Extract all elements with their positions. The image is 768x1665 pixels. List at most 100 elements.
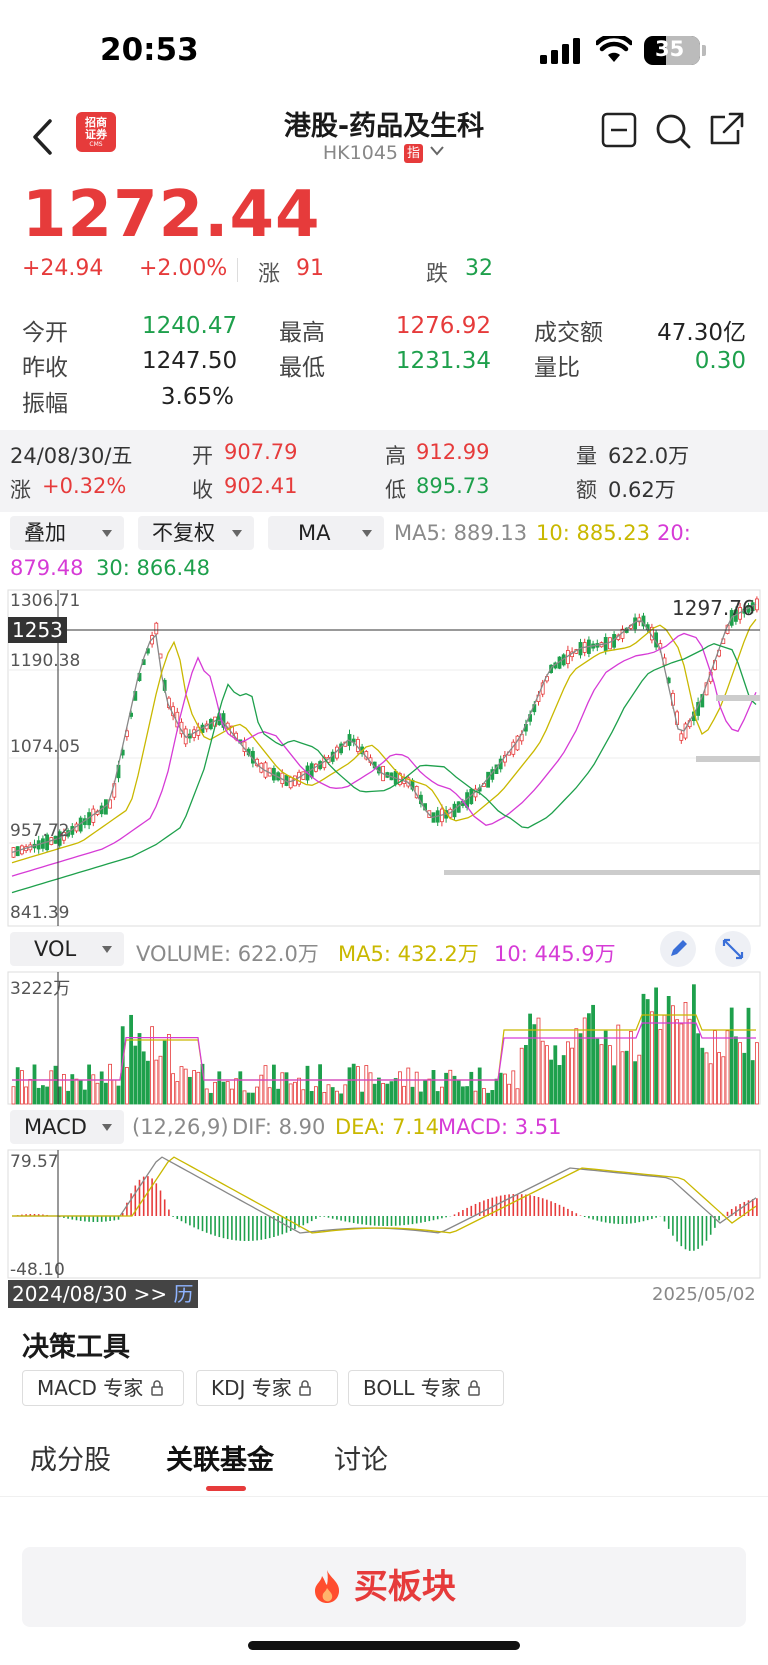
volume-bar <box>734 1036 738 1105</box>
price-change-pct: +2.00% <box>139 256 228 281</box>
volume-bar <box>549 1059 553 1105</box>
share-icon[interactable] <box>708 110 746 148</box>
volume-bar <box>179 1066 184 1105</box>
kline-vol-label: 量 <box>576 444 597 468</box>
lock-icon <box>150 1380 163 1396</box>
volume-bar <box>305 1065 310 1105</box>
volume-bar <box>633 1061 637 1105</box>
volume-bar <box>372 1083 377 1105</box>
kdj-expert-button[interactable]: KDJ 专家 <box>196 1370 338 1406</box>
high-label: 最高 <box>279 320 325 346</box>
kline-close-label: 收 <box>192 478 213 502</box>
adjust-dropdown[interactable]: 不复权 <box>138 516 254 550</box>
candlesticks <box>11 596 759 858</box>
volume-chart[interactable] <box>0 970 768 1106</box>
volume-bar <box>704 1052 709 1105</box>
date-history-button[interactable]: 2024/08/30 >> 历 <box>8 1280 198 1308</box>
macd-label: MACD <box>24 1115 87 1139</box>
volume-bar <box>410 1086 415 1105</box>
tab-related-funds[interactable]: 关联基金 <box>166 1445 274 1476</box>
volume-bar <box>351 1063 356 1105</box>
volume-bar <box>125 1067 129 1105</box>
lock-icon <box>468 1380 480 1396</box>
vol-label: VOL <box>34 937 77 961</box>
volume-bar <box>717 1052 721 1105</box>
price-chart[interactable] <box>0 588 768 930</box>
down-label: 跌 <box>426 262 449 287</box>
volume-bar <box>74 1078 79 1105</box>
history-link: 历 <box>173 1282 194 1306</box>
battery-icon: 35 <box>644 36 700 65</box>
boll-expert-label: BOLL 专家 <box>363 1376 461 1400</box>
volume-bar <box>700 1047 705 1105</box>
vol-dropdown[interactable]: VOL <box>10 932 124 966</box>
volume-bar <box>263 1065 268 1105</box>
nav-header: 招商 证券 CMS 港股-药品及生科 HK1045 指 <box>0 100 768 178</box>
boll-expert-button[interactable]: BOLL 专家 <box>348 1370 504 1406</box>
vol-ma5-value: MA5: 432.2万 <box>338 942 479 966</box>
volume-bar <box>486 1092 491 1105</box>
current-price: 1272.44 <box>22 178 321 252</box>
volume-bar <box>465 1086 470 1105</box>
volume-bar <box>561 1055 566 1105</box>
volume-bar <box>229 1088 234 1105</box>
volume-bar <box>183 1068 188 1105</box>
macd-chart[interactable] <box>0 1148 768 1280</box>
volume-bar <box>662 1014 667 1105</box>
volume-bar <box>431 1070 436 1105</box>
macd-dropdown[interactable]: MACD <box>10 1110 124 1144</box>
tab-discussion[interactable]: 讨论 <box>334 1445 388 1476</box>
up-count: 91 <box>296 256 324 281</box>
volume-bar <box>15 1067 20 1105</box>
macd-expert-button[interactable]: MACD 专家 <box>22 1370 184 1406</box>
kline-open-label: 开 <box>192 444 213 468</box>
buy-sector-button[interactable]: 买板块 <box>22 1547 746 1627</box>
volume-bar <box>452 1075 457 1105</box>
volume-bar <box>83 1089 87 1105</box>
symbol-code: HK1045 <box>322 142 398 164</box>
search-icon[interactable] <box>654 112 692 150</box>
symbol-selector[interactable]: HK1045 指 <box>0 142 768 164</box>
volume-bar <box>297 1077 302 1105</box>
kline-detail-bar: 24/08/30/五 开 907.79 高 912.99 量 622.0万 涨 … <box>0 430 768 512</box>
kline-high-label: 高 <box>385 444 406 468</box>
volume-bar <box>746 1007 751 1105</box>
back-icon[interactable] <box>30 118 54 156</box>
expand-button[interactable] <box>715 931 751 967</box>
volume-bar <box>238 1071 243 1105</box>
volume-bar <box>713 1030 717 1105</box>
volume-bar <box>595 1038 600 1105</box>
volume-bar <box>242 1090 247 1105</box>
volume-bar <box>629 1030 633 1105</box>
volume-bar <box>645 999 650 1105</box>
volume-bar <box>603 1030 608 1105</box>
low-value: 1231.34 <box>395 348 491 374</box>
volume-bar <box>171 1073 176 1105</box>
volume-bar <box>87 1064 91 1105</box>
volume-bar <box>217 1071 222 1105</box>
volume-bar <box>330 1087 335 1105</box>
volume-bar <box>637 1054 642 1105</box>
volume-ma-line <box>12 1022 756 1081</box>
overlay-dropdown[interactable]: 叠加 <box>10 516 124 550</box>
logo-small: CMS <box>89 141 103 148</box>
volume-bar <box>364 1065 369 1105</box>
macd-line <box>12 1156 757 1234</box>
volume-bar <box>612 1065 616 1105</box>
volume-bar <box>448 1069 453 1105</box>
ma5-value: MA5: 889.13 <box>394 521 528 545</box>
macd-expert-label: MACD 专家 <box>37 1376 144 1400</box>
indicator-dropdown[interactable]: MA <box>268 516 384 550</box>
minimize-icon[interactable] <box>601 112 637 148</box>
volume-bar <box>490 1090 495 1105</box>
volume-bar <box>213 1081 218 1105</box>
macd-params: (12,26,9) <box>132 1115 229 1139</box>
volume-bar <box>116 1085 121 1105</box>
overlay-label: 叠加 <box>24 521 66 545</box>
volume-bar <box>108 1063 112 1105</box>
macd-value: MACD: 3.51 <box>438 1115 562 1139</box>
volume-bar <box>402 1085 407 1105</box>
kline-high: 912.99 <box>416 440 490 464</box>
tab-constituents[interactable]: 成分股 <box>30 1445 111 1476</box>
edit-indicator-button[interactable] <box>660 931 696 967</box>
